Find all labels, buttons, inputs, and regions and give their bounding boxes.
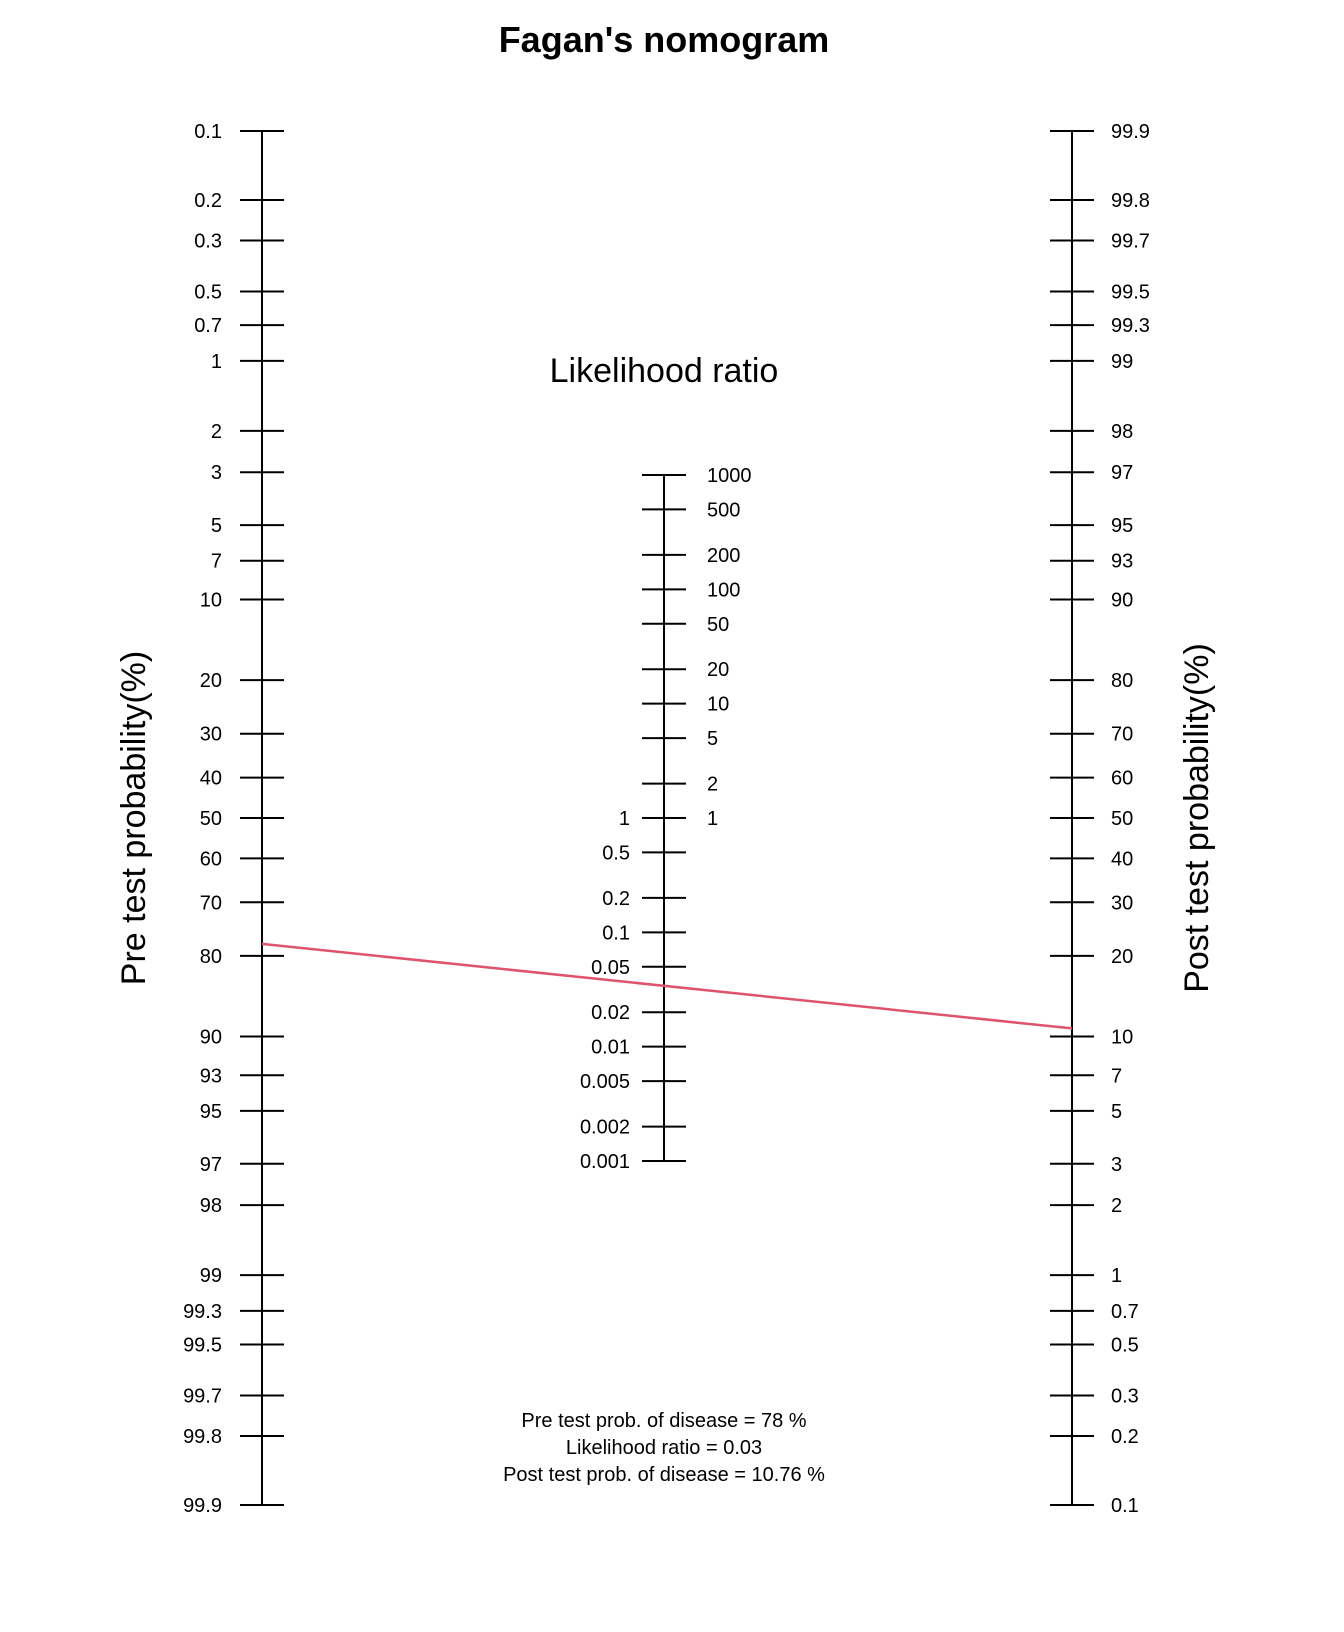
lr-axis-tick-label-upper-100: 100	[707, 579, 740, 601]
pre-axis-tick-label-0-7: 0.7	[194, 315, 222, 337]
post-axis-tick-label-0-5: 0.5	[1111, 1335, 1139, 1357]
post-axis-tick-label-50: 50	[1111, 808, 1133, 830]
pre-axis-tick-label-99-7: 99.7	[183, 1386, 222, 1408]
post-axis-tick-label-95: 95	[1111, 515, 1133, 537]
post-axis-tick-label-40: 40	[1111, 848, 1133, 870]
post-axis-tick-label-98: 98	[1111, 421, 1133, 443]
pre-axis-tick-label-80: 80	[200, 946, 222, 968]
post-axis-tick-label-70: 70	[1111, 724, 1133, 746]
pre-axis-tick-label-98: 98	[200, 1195, 222, 1217]
pre-axis-tick-label-30: 30	[200, 724, 222, 746]
pre-axis-tick-label-0-1: 0.1	[194, 121, 222, 143]
lr-axis-title: Likelihood ratio	[550, 352, 779, 390]
pre-axis-tick-label-99: 99	[200, 1265, 222, 1287]
pre-axis-tick-label-7: 7	[211, 551, 222, 573]
pre-axis-title: Pre test probability(%)	[115, 651, 153, 985]
post-axis-tick-label-20: 20	[1111, 946, 1133, 968]
post-axis-tick-label-7: 7	[1111, 1065, 1122, 1087]
pre-axis-tick-label-93: 93	[200, 1065, 222, 1087]
lr-axis-tick-label-upper-1000: 1000	[707, 465, 752, 487]
post-axis-tick-label-0-2: 0.2	[1111, 1426, 1139, 1448]
lr-axis-tick-label-lower-0-01: 0.01	[591, 1037, 630, 1059]
pre-axis-tick-label-99-9: 99.9	[183, 1495, 222, 1517]
pre-axis-tick-label-50: 50	[200, 808, 222, 830]
post-axis-tick-label-60: 60	[1111, 768, 1133, 790]
lr-axis-tick-label-lower-0-02: 0.02	[591, 1002, 630, 1024]
post-axis-tick-label-1: 1	[1111, 1265, 1122, 1287]
post-axis-tick-label-97: 97	[1111, 462, 1133, 484]
pre-axis-tick-label-0-2: 0.2	[194, 190, 222, 212]
nomogram-axes: 0.1 0.2 0.3 0.5 0.7 1 2 3 5 7 10 20 30 40 50 60 70 80 90 93…	[183, 121, 1150, 1517]
pre-axis-tick-label-90: 90	[200, 1027, 222, 1049]
pre-axis-tick-label-40: 40	[200, 768, 222, 790]
lr-axis-tick-label-lower-0-1: 0.1	[602, 922, 630, 944]
summary-likelihood-ratio: Likelihood ratio = 0.03	[566, 1437, 762, 1459]
post-axis-tick-label-2: 2	[1111, 1195, 1122, 1217]
pre-axis-tick-label-3: 3	[211, 462, 222, 484]
lr-axis-tick-label-upper-10: 10	[707, 694, 729, 716]
post-axis-tick-label-90: 90	[1111, 589, 1133, 611]
post-axis-tick-label-0-7: 0.7	[1111, 1301, 1139, 1323]
pre-axis-tick-label-5: 5	[211, 515, 222, 537]
pre-axis-tick-label-99-3: 99.3	[183, 1301, 222, 1323]
summary-text: Pre test prob. of disease = 78 % Likelih…	[503, 1410, 825, 1486]
pre-axis-tick-label-10: 10	[200, 589, 222, 611]
pre-axis-tick-label-60: 60	[200, 848, 222, 870]
pre-axis-tick-label-97: 97	[200, 1154, 222, 1176]
pre-axis-tick-label-70: 70	[200, 892, 222, 914]
lr-axis-tick-label-lower-1: 1	[619, 808, 630, 830]
lr-axis-tick-label-upper-20: 20	[707, 659, 729, 681]
post-axis-tick-label-99-8: 99.8	[1111, 190, 1150, 212]
post-axis-tick-label-99: 99	[1111, 351, 1133, 373]
post-axis-title: Post test probability(%)	[1178, 643, 1216, 993]
pre-axis-tick-label-0-3: 0.3	[194, 230, 222, 252]
lr-axis-tick-label-upper-200: 200	[707, 545, 740, 567]
summary-pre-test: Pre test prob. of disease = 78 %	[521, 1410, 806, 1432]
lr-axis-tick-label-upper-500: 500	[707, 499, 740, 521]
lr-axis-tick-label-upper-1: 1	[707, 808, 718, 830]
lr-axis-tick-label-upper-5: 5	[707, 728, 718, 750]
post-axis-tick-label-10: 10	[1111, 1027, 1133, 1049]
result-line	[261, 942, 1073, 1030]
post-axis-tick-label-0-1: 0.1	[1111, 1495, 1139, 1517]
post-axis-tick-label-99-9: 99.9	[1111, 121, 1150, 143]
post-axis-tick-label-99-3: 99.3	[1111, 315, 1150, 337]
lr-axis-tick-label-lower-0-2: 0.2	[602, 888, 630, 910]
lr-axis-tick-label-upper-50: 50	[707, 614, 729, 636]
pre-axis-tick-label-2: 2	[211, 421, 222, 443]
lr-axis-tick-label-lower-0-05: 0.05	[591, 957, 630, 979]
lr-axis-tick-label-lower-0-001: 0.001	[580, 1151, 630, 1173]
post-axis-tick-label-30: 30	[1111, 892, 1133, 914]
post-axis-tick-label-99-5: 99.5	[1111, 281, 1150, 303]
pre-axis-tick-label-1: 1	[211, 351, 222, 373]
pre-axis-tick-label-95: 95	[200, 1101, 222, 1123]
lr-axis-tick-label-lower-0-002: 0.002	[580, 1117, 630, 1139]
post-axis-tick-label-3: 3	[1111, 1154, 1122, 1176]
lr-axis-tick-label-upper-2: 2	[707, 774, 718, 796]
post-axis-tick-label-0-3: 0.3	[1111, 1386, 1139, 1408]
result-line-group	[261, 942, 1073, 1030]
post-axis-tick-label-93: 93	[1111, 551, 1133, 573]
chart-title: Fagan's nomogram	[499, 19, 830, 60]
summary-post-test: Post test prob. of disease = 10.76 %	[503, 1464, 825, 1486]
pre-axis-tick-label-0-5: 0.5	[194, 281, 222, 303]
post-axis-tick-label-80: 80	[1111, 670, 1133, 692]
post-axis-tick-label-5: 5	[1111, 1101, 1122, 1123]
lr-axis-tick-label-lower-0-005: 0.005	[580, 1071, 630, 1093]
pre-axis-tick-label-99-8: 99.8	[183, 1426, 222, 1448]
pre-axis-tick-label-99-5: 99.5	[183, 1335, 222, 1357]
post-axis-tick-label-99-7: 99.7	[1111, 230, 1150, 252]
pre-axis-tick-label-20: 20	[200, 670, 222, 692]
lr-axis-tick-label-lower-0-5: 0.5	[602, 842, 630, 864]
